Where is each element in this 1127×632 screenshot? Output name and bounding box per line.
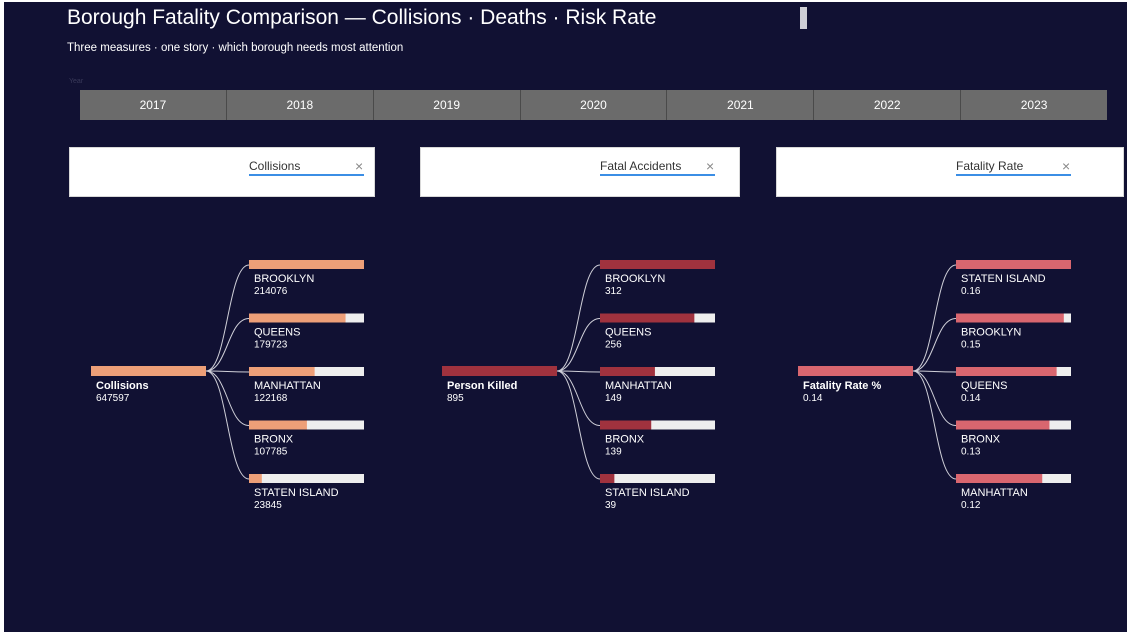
page-title: Borough Fatality Comparison — Collisions… [67,6,657,29]
year-slicer-label: Year [69,78,84,85]
year-button-2017[interactable]: 2017 [80,90,227,120]
fatality-rate-filter-card: Fatality Rate × [776,147,1124,197]
collisions-filter-chip[interactable]: Collisions [249,158,364,176]
fatal-accidents-filter-card: Fatal Accidents × [420,147,740,197]
year-button-2018[interactable]: 2018 [226,90,374,120]
scroll-handle[interactable] [800,7,807,29]
year-button-2023[interactable]: 2023 [961,90,1108,120]
close-icon[interactable]: × [355,158,364,174]
collisions-filter-card: Collisions × [69,147,375,197]
fatal-accidents-filter-chip[interactable]: Fatal Accidents [600,158,715,176]
close-icon[interactable]: × [1062,158,1071,174]
close-icon[interactable]: × [706,158,715,174]
year-button-2022[interactable]: 2022 [814,90,962,120]
year-slicer: 2017 2018 2019 2020 2021 2022 2023 [80,90,1108,120]
year-button-2020[interactable]: 2020 [520,90,668,120]
year-button-2021[interactable]: 2021 [667,90,815,120]
page-subtitle: Three measures · one story · which borou… [67,42,404,54]
year-button-2019[interactable]: 2019 [373,90,521,120]
fatality-rate-filter-chip[interactable]: Fatality Rate [956,158,1071,176]
